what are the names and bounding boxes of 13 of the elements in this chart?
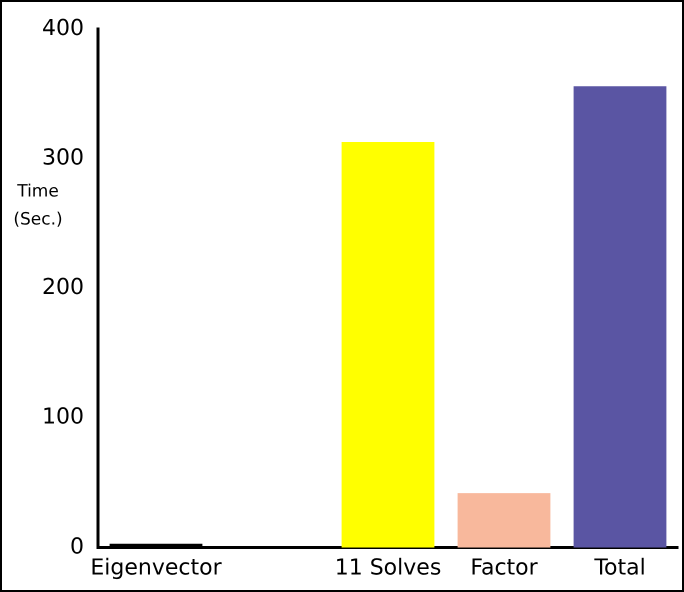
x-tick-label: Total	[593, 556, 646, 581]
y-tick-label: 100	[42, 404, 84, 430]
y-tick-label: 300	[42, 146, 84, 171]
x-tick-label: Eigenvector	[90, 556, 223, 581]
y-tick-label: 200	[42, 275, 84, 300]
y-tick-label: 0	[70, 534, 84, 560]
y-axis-title: Time (Sec.)	[13, 181, 63, 230]
x-tick-label: 11 Solves	[334, 556, 442, 581]
y-tick-label: 400	[42, 16, 84, 41]
bar	[342, 142, 434, 548]
bar	[458, 493, 550, 548]
bar	[574, 86, 666, 548]
x-tick-label: Factor	[470, 556, 539, 581]
